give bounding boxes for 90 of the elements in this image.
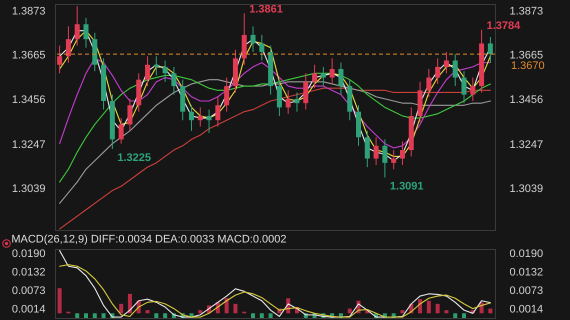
annotation: 1.3225 <box>117 152 152 164</box>
bar <box>58 288 62 314</box>
y2-tick-label: 1.3873 <box>510 5 544 18</box>
candlestick <box>488 36 493 64</box>
bar <box>268 313 273 318</box>
y-tick-label: 0.0190 <box>12 248 46 260</box>
candlestick <box>206 109 212 134</box>
y-tick-label: 1.3665 <box>12 50 46 62</box>
candlestick <box>74 6 80 46</box>
candlestick <box>400 141 405 166</box>
bar <box>260 313 264 318</box>
candlestick <box>250 26 256 52</box>
bar <box>224 298 229 314</box>
bar <box>488 308 492 314</box>
candlestick <box>259 34 264 61</box>
candlestick <box>426 68 432 98</box>
y2-tick-label: 1.3665 <box>510 50 544 62</box>
bar <box>84 313 88 318</box>
candlestick <box>452 54 458 87</box>
candlestick <box>188 104 194 132</box>
bar <box>418 299 422 314</box>
candlestick <box>374 136 379 166</box>
y-tick-label: 1.3247 <box>12 138 46 151</box>
annotation: 1.3091 <box>390 180 424 193</box>
y2-tick-label: 0.0132 <box>510 266 544 278</box>
bar <box>436 304 440 314</box>
candlestick <box>320 66 326 87</box>
bar <box>92 313 97 318</box>
candlestick <box>286 90 291 114</box>
candlestick <box>171 66 176 96</box>
y2-tick-label: 0.0073 <box>510 284 544 297</box>
y2-tick-label: 1.3247 <box>510 138 544 151</box>
candlestick <box>294 92 300 112</box>
candlestick <box>435 58 440 84</box>
candlestick <box>118 118 124 144</box>
candlestick <box>215 96 220 128</box>
bar <box>400 310 404 314</box>
candlestick <box>312 64 318 89</box>
candlestick <box>127 98 132 132</box>
bar <box>233 304 238 314</box>
bar <box>348 308 352 314</box>
y2-tick-label: 1.3039 <box>510 183 544 196</box>
y-tick-label: 0.0014 <box>12 303 46 316</box>
bar <box>163 313 168 318</box>
candlestick <box>154 56 159 76</box>
bar <box>102 313 106 318</box>
bar <box>75 313 80 318</box>
candlestick <box>391 150 396 170</box>
bar <box>128 294 132 314</box>
candlestick <box>224 77 230 112</box>
y-tick-label: 0.0132 <box>12 266 46 278</box>
candlestick <box>444 51 449 74</box>
y-tick-label: 0.0073 <box>12 284 46 297</box>
bar <box>426 300 431 314</box>
candlestick <box>276 79 282 116</box>
bar <box>453 313 458 318</box>
candlestick <box>242 12 247 66</box>
bar <box>154 313 158 318</box>
candlestick <box>66 26 71 64</box>
bar <box>119 304 124 314</box>
y-tick-label: 1.3873 <box>12 5 46 18</box>
y2-tick-label: 1.3456 <box>510 94 544 106</box>
line-series <box>59 264 491 318</box>
candlestick <box>198 106 203 128</box>
chart-title: MACD(26,12,9) DIFF:0.0034 DEA:0.0033 MACD:0.0002 <box>11 234 286 246</box>
candlestick <box>382 138 388 178</box>
bar <box>444 310 448 314</box>
y2-tick-label: 0.0014 <box>510 303 544 316</box>
ref-line-label: 1.3670 <box>511 60 545 72</box>
candlestick <box>83 17 88 48</box>
y-tick-label: 1.3039 <box>12 183 46 196</box>
y-tick-label: 1.3456 <box>12 94 46 106</box>
annotation: 1.3784 <box>486 20 522 32</box>
candlestick <box>303 72 308 110</box>
candlestick <box>330 58 335 84</box>
candlestick <box>57 45 62 74</box>
candlestick <box>162 60 168 82</box>
candlestick <box>470 77 476 102</box>
line-series <box>59 250 491 318</box>
candlestick <box>338 62 344 96</box>
candlestick <box>145 56 150 87</box>
candlestick <box>462 70 467 104</box>
candlestick <box>364 130 370 168</box>
bar <box>462 313 466 318</box>
bar <box>251 313 256 318</box>
line-series <box>59 58 491 148</box>
annotation: 1.3861 <box>249 3 283 16</box>
bar <box>198 310 202 314</box>
bar <box>146 310 150 314</box>
y2-tick-label: 0.0190 <box>510 248 544 260</box>
